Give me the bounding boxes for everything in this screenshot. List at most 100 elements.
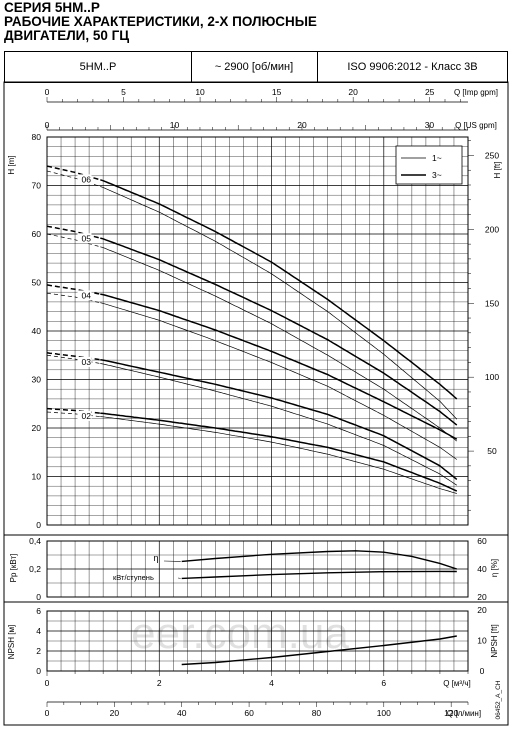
head-curve-04-3ph-dashed [46,284,101,295]
head-curve-06-3ph [100,179,458,400]
model-cell: 5HM..P [5,52,192,82]
title-line-2: РАБОЧИЕ ХАРАКТЕРИСТИКИ, 2-Х ПОЛЮСНЫЕ [4,14,317,29]
npsh-ft-tick-label: 20 [477,605,487,615]
title-line-1: СЕРИЯ 5НМ..Р [4,0,100,15]
label-bg [77,410,92,421]
label-bg [77,356,92,367]
ft-tick-label: 100 [485,372,499,382]
npsh-plot-frame [46,610,469,672]
head-curve-05-1ph-dashed [46,233,101,248]
efficiency-curve [181,550,458,570]
npsh-y-tick-label: 6 [36,606,41,616]
imp-axis-label: Q [Imp gpm] [454,88,498,97]
npsh-y-tick-label: 4 [36,626,41,636]
us-tick-label: 10 [170,120,180,130]
title-line-3: ДВИГАТЕЛИ, 50 ГЦ [4,28,130,43]
x-lmin-tick-label: 60 [244,708,254,718]
x-lmin-tick-label: 120 [444,708,458,718]
npsh-ft-tick-label: 0 [480,666,485,676]
power-plot-frame [46,540,469,598]
npsh-ft-axis-label: NPSH [ft] [490,624,499,657]
standard-cell: ISO 9906:2012 - Класс 3В [347,61,478,73]
legend-box [395,145,463,185]
us-tick-label: 20 [297,120,307,130]
power-curve [181,570,457,580]
head-y-tick-label: 70 [32,181,42,191]
us-tick-label: 30 [425,120,435,130]
npsh-y-tick-label: 0 [36,666,41,676]
x-m3h-tick-label: 2 [157,678,162,688]
curve-label-06: 06 [82,174,92,184]
head-curve-04-3ph [100,293,458,440]
head-ft-axis-label: H [ft] [493,162,502,179]
legend-label-3ph: 3~ [432,170,442,180]
us-axis-label: Q [US gpm] [455,121,497,130]
head-plot-frame [46,136,469,526]
x-m3h-tick-label: 4 [269,678,274,688]
head-y-tick-label: 80 [32,132,42,142]
x-lmin-tick-label: 20 [110,708,120,718]
head-curve-05-3ph-dashed [46,225,101,239]
x-m3h-tick-label: 0 [45,678,50,688]
imp-tick-label: 5 [121,87,126,97]
ft-tick-label: 250 [485,150,499,160]
head-curve-02-3ph [100,412,458,492]
outer-frame [3,81,509,726]
head-y-tick-label: 40 [32,326,42,336]
head-curve-02-1ph [100,416,457,494]
power-y-axis-label: Pp [кВт] [9,554,18,583]
head-curve-06-1ph-dashed [46,170,101,187]
curve-label-05: 05 [82,233,92,243]
head-curve-03-3ph [100,358,458,480]
imp-tick-label: 15 [272,87,282,97]
ft-tick-label: 50 [487,446,497,456]
curve-label-02: 02 [82,411,92,421]
head-y-axis-label: H [m] [7,155,16,174]
eta-tick-label: 40 [477,564,487,574]
x-lmin-axis-label: Q [л/мин] [447,709,481,718]
eta-axis-label: η [%] [490,559,499,577]
imp-tick-label: 0 [45,87,50,97]
head-curve-02-1ph-dashed [46,411,101,417]
npsh-y-axis-label: NPSH [м] [7,625,16,659]
head-curve-05-1ph [100,246,458,442]
label-bg [77,174,92,185]
power-y-tick-label: 0,2 [29,564,41,574]
head-curve-06-1ph [100,186,458,420]
head-y-tick-label: 10 [32,472,42,482]
head-curve-03-1ph [100,363,457,486]
x-lmin-tick-label: 0 [45,708,50,718]
kw-series-label: кВт/ступень [113,573,154,582]
watermark: eer.com.ua [131,609,349,658]
power-y-tick-label: 0,4 [29,536,41,546]
head-curve-06-3ph-dashed [46,165,101,181]
head-curve-04-1ph-dashed [46,292,101,304]
power-grid [46,540,469,598]
head-y-tick-label: 20 [32,423,42,433]
head-curve-05-3ph [100,237,458,426]
doc-code: 06452_A_CH [495,680,502,719]
head-curve-04-1ph [100,302,458,460]
head-grid [46,136,469,526]
eta-tick-label: 20 [477,592,487,602]
npsh-y-tick-label: 2 [36,646,41,656]
x-lmin-tick-label: 40 [177,708,187,718]
chart-title: СЕРИЯ 5НМ..Р РАБОЧИЕ ХАРАКТЕРИСТИКИ, 2-Х… [4,1,509,43]
npsh-ft-tick-label: 10 [477,636,487,646]
curve-label-03: 03 [82,357,92,367]
imp-tick-label: 10 [195,87,205,97]
x-m3h-tick-label: 6 [381,678,386,688]
head-y-tick-label: 0 [36,520,41,530]
label-bg [77,290,92,301]
head-y-tick-label: 30 [32,375,42,385]
ft-tick-label: 200 [485,224,499,234]
eta-series-label: η [153,553,158,563]
legend-label-1ph: 1~ [432,153,442,163]
npsh-curve [181,635,457,666]
head-y-tick-label: 50 [32,278,42,288]
speed-cell: ~ 2900 [об/мин] [191,52,318,82]
ft-tick-label: 150 [485,298,499,308]
label-bg [77,233,92,244]
curve-label-04: 04 [82,290,92,300]
